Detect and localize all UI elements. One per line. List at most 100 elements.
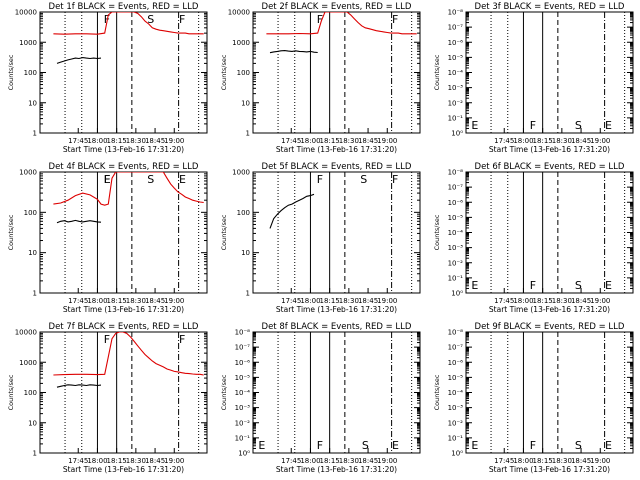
y-tick-label: 10 [28, 419, 37, 427]
y-tick-label: 10 [28, 99, 37, 107]
x-tick-label: 17:45 [281, 137, 301, 145]
mode-marker-label: E [104, 173, 111, 186]
y-axis-label: Counts/sec [7, 374, 15, 410]
y-tick-label: 10⁻³ [448, 404, 464, 412]
x-tick-label: 18:30 [339, 137, 359, 145]
y-tick-label: 10⁻⁷ [448, 344, 464, 352]
y-tick-label: 10 [241, 99, 250, 107]
y-tick-label: 100 [24, 69, 37, 77]
y-tick-label: 10⁻⁵ [448, 54, 464, 62]
mode-marker-label: F [317, 173, 323, 186]
y-axis-label: Counts/sec [220, 374, 228, 410]
y-tick-label: 10000 [15, 9, 37, 17]
events-series-line [57, 58, 167, 68]
x-tick-label: 18:30 [339, 297, 359, 305]
mode-marker-label: S [147, 173, 154, 186]
y-tick-label: 10⁻⁴ [448, 69, 464, 77]
mode-marker-label: E [179, 173, 186, 186]
y-tick-label: 1000 [232, 169, 250, 177]
x-tick-label: 19:00 [377, 297, 397, 305]
mode-marker-label: E [605, 279, 612, 292]
mode-marker-label: F [530, 439, 536, 452]
y-axis-label: Counts/sec [433, 54, 441, 90]
y-tick-label: 100 [24, 389, 37, 397]
x-tick-label: 17:45 [68, 137, 88, 145]
x-tick-label: 19:00 [590, 297, 610, 305]
mode-marker-label: E [471, 279, 478, 292]
lld-series-line [266, 12, 417, 35]
y-tick-label: 1 [246, 290, 250, 298]
x-tick-label: 19:00 [377, 457, 397, 465]
panel-title: Det 9f BLACK = Events, RED = LLD [475, 322, 625, 332]
x-tick-label: 19:00 [590, 457, 610, 465]
y-tick-label: 10⁰ [451, 290, 463, 298]
y-tick-label: 10⁻³ [448, 244, 464, 252]
x-axis-label: Start Time (13-Feb-16 17:31:20) [489, 465, 610, 474]
x-tick-label: 17:45 [68, 297, 88, 305]
y-tick-label: 10⁻⁷ [235, 344, 251, 352]
mode-marker-label: F [317, 439, 323, 452]
y-tick-label: 10⁻¹ [448, 114, 464, 122]
y-tick-label: 10 [241, 249, 250, 257]
y-axis-label: Counts/sec [220, 54, 228, 90]
y-tick-label: 10⁰ [451, 450, 463, 458]
x-tick-label: 19:00 [164, 137, 184, 145]
mode-marker-label: E [605, 119, 612, 132]
y-tick-label: 10⁰ [451, 130, 463, 138]
x-tick-label: 18:15 [107, 297, 127, 305]
x-tick-label: 17:45 [494, 137, 514, 145]
mode-marker-label: S [575, 439, 582, 452]
x-tick-label: 18:45 [358, 297, 378, 305]
y-tick-label: 1000 [19, 39, 37, 47]
x-tick-label: 18:15 [320, 137, 340, 145]
y-tick-label: 10⁻⁴ [448, 389, 464, 397]
y-tick-label: 10 [28, 249, 37, 257]
y-tick-label: 10⁻⁶ [235, 359, 251, 367]
y-tick-label: 10⁻² [448, 419, 464, 427]
x-tick-label: 18:00 [300, 137, 320, 145]
y-tick-label: 10⁻⁸ [448, 169, 464, 177]
y-tick-label: 10⁻⁸ [235, 329, 251, 337]
panel-det-2: Det 2f BLACK = Events, RED = LLD 1 10 100 10… [220, 2, 421, 154]
y-tick-label: 10⁻¹ [448, 434, 464, 442]
mode-marker-label: F [530, 119, 536, 132]
x-tick-label: 18:45 [571, 457, 591, 465]
x-tick-label: 18:30 [552, 137, 572, 145]
x-tick-label: 18:45 [145, 457, 165, 465]
x-tick-label: 18:00 [513, 137, 533, 145]
x-tick-label: 18:45 [358, 137, 378, 145]
x-tick-label: 19:00 [590, 137, 610, 145]
panel-title: Det 5f BLACK = Events, RED = LLD [262, 162, 412, 172]
y-tick-label: 10⁻² [235, 419, 251, 427]
y-tick-label: 10⁻⁴ [235, 389, 251, 397]
mode-marker-label: S [575, 279, 582, 292]
mode-marker-label: S [575, 119, 582, 132]
mode-marker-label: E [471, 439, 478, 452]
mode-marker-label: F [317, 13, 323, 26]
y-tick-label: 100 [24, 209, 37, 217]
x-tick-label: 18:00 [87, 457, 107, 465]
panel-det-3: Det 3f BLACK = Events, RED = LLD 10⁰ 10⁻¹ 1… [433, 2, 634, 154]
panel-title: Det 6f BLACK = Events, RED = LLD [475, 162, 625, 172]
y-tick-label: 10⁻⁸ [448, 9, 464, 17]
y-tick-label: 10⁻⁷ [448, 24, 464, 32]
x-tick-label: 18:30 [126, 297, 146, 305]
x-tick-label: 18:45 [145, 137, 165, 145]
y-tick-label: 10⁻² [448, 259, 464, 267]
y-tick-label: 10⁻⁵ [235, 374, 251, 382]
panel-title: Det 3f BLACK = Events, RED = LLD [475, 2, 625, 12]
y-tick-label: 1000 [232, 39, 250, 47]
y-tick-label: 10⁻⁶ [448, 199, 464, 207]
y-tick-label: 1 [246, 130, 250, 138]
mode-marker-label: S [147, 13, 154, 26]
mode-marker-label: S [360, 173, 367, 186]
y-tick-label: 10⁻⁴ [448, 229, 464, 237]
mode-marker-label: F [392, 173, 398, 186]
y-axis-label: Counts/sec [433, 214, 441, 250]
y-tick-label: 1 [33, 290, 37, 298]
panel-title: Det 2f BLACK = Events, RED = LLD [262, 2, 412, 12]
y-tick-label: 10⁻³ [235, 404, 251, 412]
x-tick-label: 18:15 [107, 137, 127, 145]
panel-title: Det 7f BLACK = Events, RED = LLD [49, 322, 199, 332]
mode-marker-label: S [362, 439, 369, 452]
